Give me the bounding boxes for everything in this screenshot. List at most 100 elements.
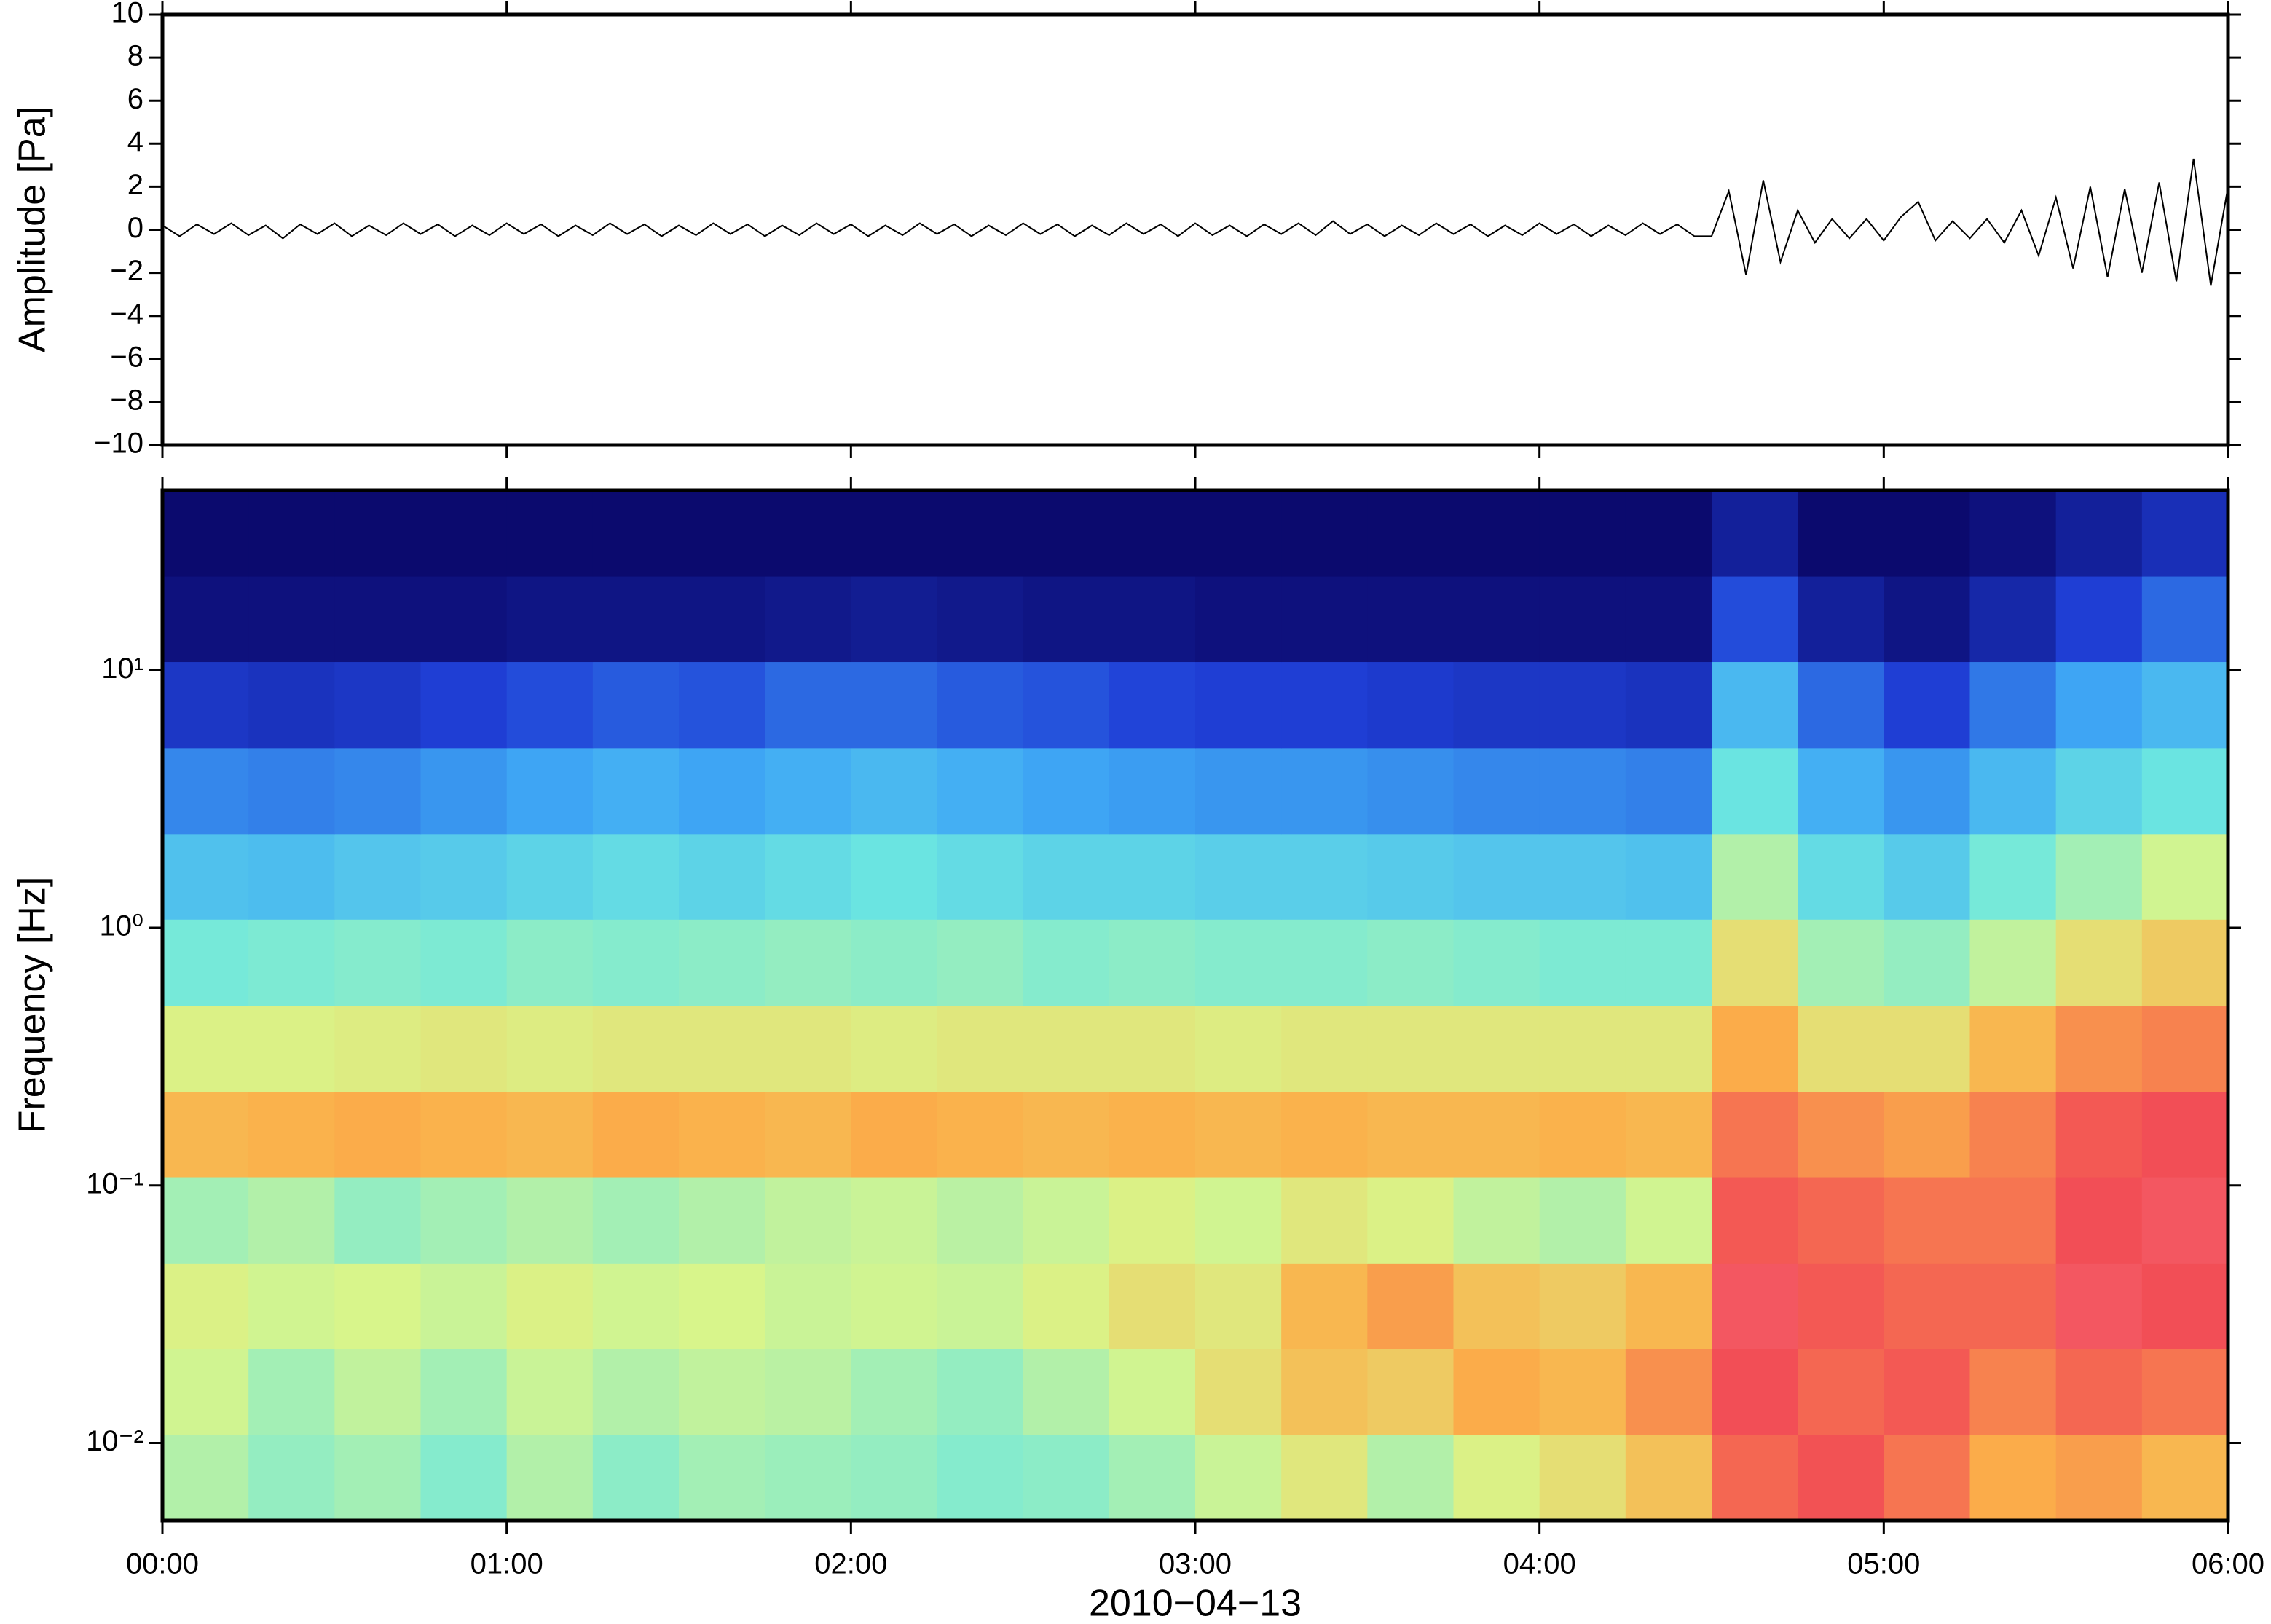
spectrogram-cell [592, 919, 680, 1006]
spectrogram-cell [506, 1005, 594, 1092]
spectrogram-cell [1281, 1005, 1368, 1092]
spectrogram-cell [851, 1349, 938, 1435]
spectrogram-cell [2141, 1434, 2229, 1521]
spectrogram-cell [1453, 747, 1540, 835]
spectrogram-cell [1109, 490, 1196, 577]
spectrogram-cell [1625, 919, 1712, 1006]
spectrogram-cell [1539, 1263, 1626, 1349]
spectrogram-cell [2055, 919, 2143, 1006]
spectrogram-cell [1195, 490, 1282, 577]
spectrogram-cell [937, 661, 1024, 749]
spectrogram-cell [1023, 1176, 1110, 1264]
spectrogram-cell [937, 1263, 1024, 1349]
spectrogram-cell [1023, 1349, 1110, 1435]
spectrogram-cell [1969, 661, 2057, 749]
spectrogram-cell [1367, 1005, 1455, 1092]
spectrogram-cell [1884, 661, 1971, 749]
y-tick-label: 2 [127, 169, 143, 201]
spectrogram-cell [1539, 575, 1626, 663]
spectrogram-cell [1798, 919, 1884, 1006]
y-tick-label: 10⁰ [99, 910, 143, 942]
spectrogram-cell [420, 919, 508, 1006]
spectrogram-cell [1712, 1434, 1798, 1521]
spectrogram-cell [1453, 1434, 1540, 1521]
spectrogram-cell [1453, 490, 1540, 577]
spectrogram-cell [1969, 833, 2057, 920]
spectrogram-cell [1884, 833, 1971, 920]
spectrogram-cell [2055, 1005, 2143, 1092]
spectrogram-cell [420, 661, 508, 749]
y-tick-label: 0 [127, 212, 143, 244]
spectrogram-cell [1195, 919, 1282, 1006]
spectrogram-cell [248, 1176, 335, 1264]
spectrogram-cell [334, 1349, 422, 1435]
spectrogram-cell [1884, 1263, 1971, 1349]
spectrogram-cell [1798, 575, 1884, 663]
spectrogram-cell [851, 575, 938, 663]
spectrogram-cell [1539, 1349, 1626, 1435]
spectrogram-cell [2141, 1091, 2229, 1178]
spectrogram-cell [334, 661, 422, 749]
spectrogram-cell [1625, 490, 1712, 577]
spectrogram-cell [765, 661, 851, 749]
spectrogram-cell [1798, 1349, 1884, 1435]
spectrogram-cell [765, 919, 851, 1006]
spectrogram-cell [1195, 1091, 1282, 1178]
spectrogram-cell [1884, 747, 1971, 835]
spectrogram-cell [1453, 1349, 1540, 1435]
spectrogram-cell [765, 747, 851, 835]
spectrogram-cell [592, 1091, 680, 1178]
spectrogram-cell [1625, 661, 1712, 749]
y-axis-label: Amplitude [Pa] [12, 106, 54, 352]
spectrogram-cell [162, 919, 249, 1006]
spectrogram-cell [2141, 1176, 2229, 1264]
spectrogram-cell [334, 1434, 422, 1521]
spectrogram-cell [506, 661, 594, 749]
spectrogram-cell [1969, 1005, 2057, 1092]
spectrogram-cell [1539, 747, 1626, 835]
spectrogram-cell [2055, 1091, 2143, 1178]
spectrogram-cell [2141, 575, 2229, 663]
y-tick-label: −2 [110, 255, 143, 287]
spectrogram-cell [765, 1005, 851, 1092]
spectrogram-cell [420, 833, 508, 920]
spectrogram-cell [1625, 1263, 1712, 1349]
spectrogram-cell [1798, 747, 1884, 835]
spectrogram-cell [1798, 661, 1884, 749]
spectrogram-cell [1109, 1176, 1196, 1264]
spectrogram-cell [1023, 1091, 1110, 1178]
y-tick-label: −4 [110, 298, 143, 330]
spectrogram-cell [765, 1091, 851, 1178]
spectrogram-cell [937, 747, 1024, 835]
spectrogram-cell [1023, 1263, 1110, 1349]
spectrogram-cell [1367, 1263, 1455, 1349]
spectrogram-cell [1712, 919, 1798, 1006]
waveform [162, 158, 2229, 286]
spectrogram-cell [1109, 575, 1196, 663]
spectrogram-cell [334, 919, 422, 1006]
spectrogram-cell [851, 747, 938, 835]
x-tick-label: 02:00 [814, 1548, 887, 1580]
spectrogram-cell [679, 575, 765, 663]
spectrogram-cell [937, 833, 1024, 920]
spectrogram-cell [1539, 661, 1626, 749]
spectrogram-cell [1109, 1263, 1196, 1349]
spectrogram-cell [1712, 1005, 1798, 1092]
spectrogram-cell [679, 1263, 765, 1349]
spectrogram-cell [592, 1263, 680, 1349]
spectrogram-cell [1884, 1005, 1971, 1092]
spectrogram-cell [1625, 1434, 1712, 1521]
spectrogram-cell [1023, 747, 1110, 835]
spectrogram-cell [1539, 1005, 1626, 1092]
spectrogram-cell [1798, 1176, 1884, 1264]
spectrogram-cell [1195, 661, 1282, 749]
spectrogram-cell [1712, 1349, 1798, 1435]
spectrogram-cell [592, 1434, 680, 1521]
spectrogram-cell [1969, 1263, 2057, 1349]
spectrogram-cell [937, 1005, 1024, 1092]
spectrogram-cell [1884, 1434, 1971, 1521]
spectrogram-cell [937, 919, 1024, 1006]
spectrogram-cell [2055, 1263, 2143, 1349]
spectrogram-cell [1453, 1176, 1540, 1264]
